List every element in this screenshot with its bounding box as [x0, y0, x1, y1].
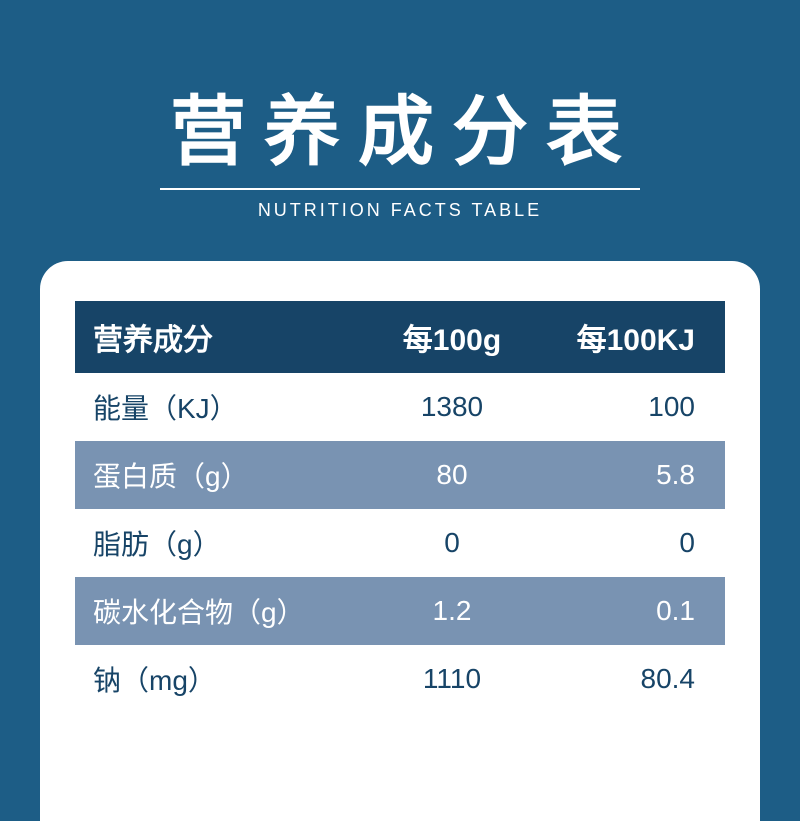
- cell-per100kj: 0: [543, 509, 725, 577]
- col-header-per100g: 每100g: [361, 301, 543, 373]
- table-body: 能量（KJ）1380100蛋白质（g）805.8脂肪（g）00碳水化合物（g）1…: [75, 373, 725, 713]
- nutrition-card: 营养成分 每100g 每100KJ 能量（KJ）1380100蛋白质（g）805…: [40, 261, 760, 821]
- nutrition-table: 营养成分 每100g 每100KJ 能量（KJ）1380100蛋白质（g）805…: [75, 301, 725, 713]
- cell-per100g: 1380: [361, 373, 543, 441]
- cell-nutrient: 脂肪（g）: [75, 509, 361, 577]
- cell-nutrient: 碳水化合物（g）: [75, 577, 361, 645]
- cell-per100kj: 100: [543, 373, 725, 441]
- table-row: 碳水化合物（g）1.20.1: [75, 577, 725, 645]
- table-row: 钠（mg）111080.4: [75, 645, 725, 713]
- cell-per100kj: 0.1: [543, 577, 725, 645]
- cell-per100g: 0: [361, 509, 543, 577]
- col-header-nutrient: 营养成分: [75, 301, 361, 373]
- cell-per100g: 1110: [361, 645, 543, 713]
- table-row: 能量（KJ）1380100: [75, 373, 725, 441]
- cell-per100g: 1.2: [361, 577, 543, 645]
- col-header-per100kj: 每100KJ: [543, 301, 725, 373]
- cell-per100kj: 80.4: [543, 645, 725, 713]
- cell-nutrient: 蛋白质（g）: [75, 441, 361, 509]
- title-english: NUTRITION FACTS TABLE: [0, 200, 800, 221]
- cell-per100kj: 5.8: [543, 441, 725, 509]
- header: 营养成分表 NUTRITION FACTS TABLE: [0, 0, 800, 221]
- cell-nutrient: 钠（mg）: [75, 645, 361, 713]
- title-chinese: 营养成分表: [160, 70, 640, 190]
- table-row: 蛋白质（g）805.8: [75, 441, 725, 509]
- table-row: 脂肪（g）00: [75, 509, 725, 577]
- cell-per100g: 80: [361, 441, 543, 509]
- cell-nutrient: 能量（KJ）: [75, 373, 361, 441]
- table-header-row: 营养成分 每100g 每100KJ: [75, 301, 725, 373]
